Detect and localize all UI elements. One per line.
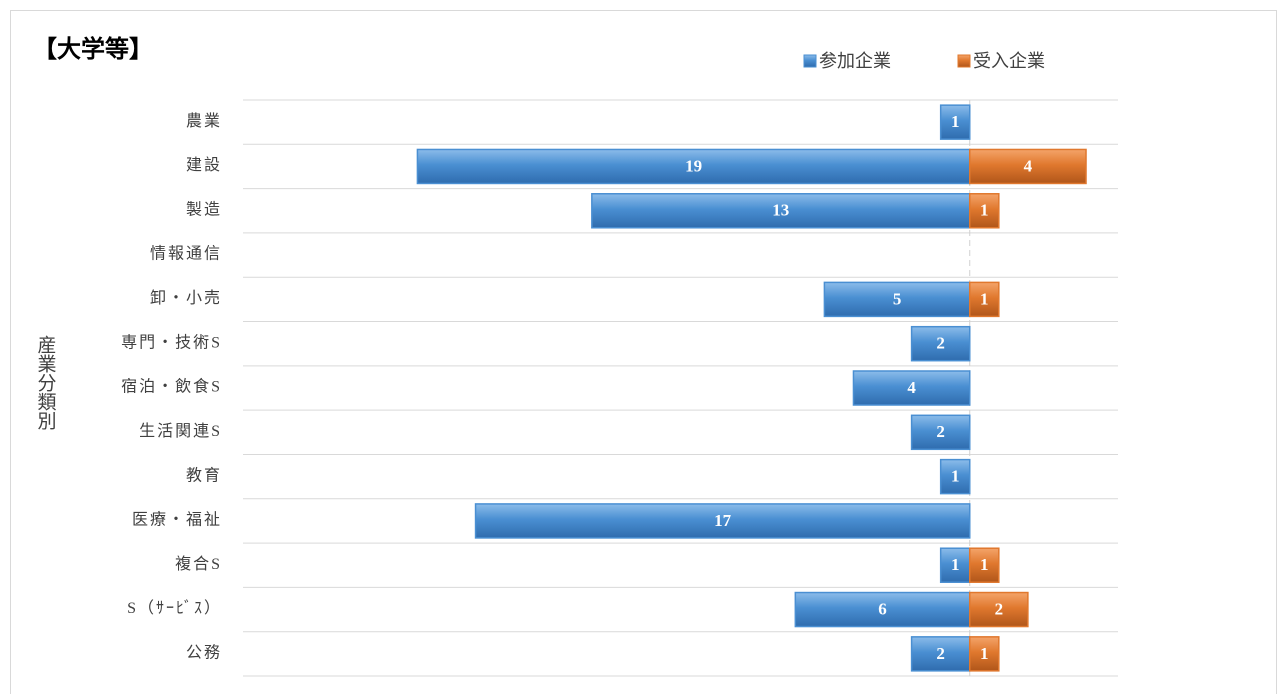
bar	[968, 591, 1029, 628]
bar	[968, 281, 1000, 318]
bar	[910, 414, 971, 451]
category-label: 製造	[186, 200, 222, 218]
chart-title: 【大学等】	[33, 35, 153, 63]
bar-value-label: 17	[714, 511, 732, 530]
bar	[474, 503, 971, 539]
category-label: 農業	[186, 112, 222, 130]
category-label: 教育	[186, 466, 222, 484]
legend-label: 受入企業	[973, 51, 1045, 72]
legend-swatch	[957, 54, 971, 68]
bar-value-label: 6	[878, 599, 887, 618]
bar-value-label: 1	[951, 112, 960, 131]
bar	[968, 193, 1000, 229]
bar	[968, 547, 1000, 583]
bar	[910, 325, 971, 362]
legend-swatch	[803, 54, 817, 68]
bar	[968, 636, 1000, 672]
bar	[852, 370, 971, 406]
category-label: 建設	[186, 156, 222, 174]
bar-value-label: 4	[1024, 156, 1033, 175]
bar-value-label: 1	[980, 555, 989, 574]
bar-value-label: 1	[980, 289, 989, 308]
bar	[416, 148, 971, 185]
bar	[591, 193, 971, 229]
legend-label: 参加企業	[819, 51, 891, 72]
bar	[968, 148, 1087, 185]
bar-value-label: 1	[980, 644, 989, 663]
category-label: 専門・技術S	[121, 333, 222, 351]
bar	[910, 636, 971, 672]
bar-value-label: 19	[685, 156, 702, 175]
bar	[939, 458, 971, 495]
bar-value-label: 2	[936, 422, 945, 441]
bar-value-label: 4	[907, 378, 916, 397]
category-label: 卸・小売	[150, 289, 222, 307]
category-label: 宿泊・飲食S	[121, 378, 222, 396]
category-label: S（ｻｰﾋﾞｽ）	[127, 599, 222, 617]
bar-value-label: 2	[995, 599, 1004, 618]
bar-value-label: 2	[936, 334, 945, 353]
category-label: 複合S	[175, 555, 222, 573]
y-axis-label: 産業分類別	[35, 335, 57, 430]
category-label: 公務	[186, 644, 222, 662]
category-label: 情報通信	[150, 245, 222, 263]
category-label: 生活関連S	[139, 422, 222, 440]
bar-value-label: 1	[980, 201, 989, 220]
bar-value-label: 1	[951, 467, 960, 486]
bar-value-label: 13	[772, 201, 789, 220]
bar	[939, 104, 971, 140]
bar-value-label: 2	[936, 644, 945, 663]
bar-value-label: 5	[893, 289, 902, 308]
bar-value-label: 1	[951, 555, 960, 574]
category-label: 医療・福祉	[132, 511, 222, 529]
bar	[794, 591, 971, 628]
